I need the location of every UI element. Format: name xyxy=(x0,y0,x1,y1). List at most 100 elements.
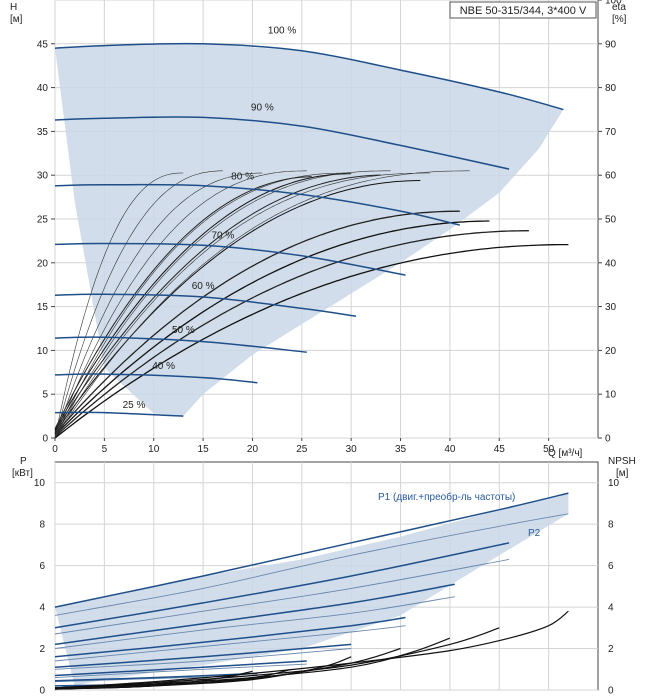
p1-curve xyxy=(54,616,406,658)
p-right-axis-label-line2: [м] xyxy=(616,468,629,479)
x-tick-label: 5 xyxy=(102,444,108,455)
p2-curves xyxy=(54,513,569,683)
h-left-tick-label: 20 xyxy=(37,258,49,269)
h-speed-curves xyxy=(54,42,564,417)
speed-curve xyxy=(54,242,406,276)
p-left-axis-label-line2: [кВт] xyxy=(12,468,33,479)
eta-thin-curve xyxy=(54,170,223,439)
h-right-tick-label: 80 xyxy=(605,83,617,94)
p1-curve xyxy=(54,660,307,677)
eta-thin-curve xyxy=(54,170,470,439)
speed-curve-label: 50 % xyxy=(172,325,195,336)
h-right-tick-label: 10 xyxy=(605,390,617,401)
p1-curve xyxy=(54,672,258,682)
p-right-axis-label-line1: NPSH xyxy=(608,456,636,467)
h-efficiency-curves xyxy=(54,170,569,439)
p-right-tick-label: 8 xyxy=(608,520,614,531)
eta-thin-curve xyxy=(54,172,347,439)
h-left-tick-label: 30 xyxy=(37,171,49,182)
h-right-tick-label: 50 xyxy=(605,215,617,226)
p1-curve xyxy=(54,583,455,646)
h-right-axis-label-line2: [%] xyxy=(612,14,627,25)
h-left-axis-label-line1: H xyxy=(10,2,17,13)
title-box xyxy=(449,1,597,19)
speed-curve-label: 70 % xyxy=(211,230,234,241)
p-right-tick-label: 6 xyxy=(608,561,614,572)
x-tick-label: 30 xyxy=(346,444,358,455)
h-x-axis-label: Q [м³/ч] xyxy=(548,448,583,459)
p2-curve xyxy=(54,675,258,683)
eta-curve xyxy=(54,220,490,436)
eta-curve xyxy=(54,176,312,430)
eta-thin-curve xyxy=(54,172,431,439)
p-left-tick-label: 4 xyxy=(39,603,45,614)
p2-curve xyxy=(54,648,352,670)
eta-curve xyxy=(54,173,352,431)
p2-curve xyxy=(54,596,455,649)
h-left-tick-label: 45 xyxy=(37,39,49,50)
h-left-tick-label: 0 xyxy=(42,434,48,445)
h-left-axis-ticks: 0 5 10 15 20 25 30 35 40 45 xyxy=(37,39,55,445)
eta-thin-curve xyxy=(54,170,307,439)
p-right-axis-ticks: 0 2 4 6 8 10 xyxy=(608,478,620,696)
h-chart-panel: 100 % 90 % 80 % 70 % 60 % 50 % 40 % 25 % 0 5 10 15… xyxy=(10,0,627,459)
p-left-tick-label: 10 xyxy=(34,478,46,489)
h-speed-labels: 100 % 90 % 80 % 70 % 60 % 50 % 40 % 25 % xyxy=(123,25,297,411)
p-left-tick-label: 0 xyxy=(39,686,45,697)
npsh-curve xyxy=(54,647,401,689)
p-operating-envelope xyxy=(55,493,569,686)
speed-curve xyxy=(54,373,258,384)
h-right-tick-label: 0 xyxy=(605,434,611,445)
h-right-tick-label: 100 xyxy=(605,0,622,7)
p1-curve xyxy=(54,542,510,629)
h-right-tick-label: 40 xyxy=(605,258,617,269)
h-right-axis-ticks: 0 10 20 30 40 50 60 70 80 90 100 xyxy=(598,0,622,445)
p1-curves xyxy=(54,492,569,687)
h-left-axis-label-line2: [м] xyxy=(10,14,23,25)
p-right-tick-label: 0 xyxy=(608,686,614,697)
chart-title: NBE 50-315/344, 3*400 V xyxy=(460,5,587,17)
x-tick-label: 20 xyxy=(247,444,259,455)
eta-curve xyxy=(54,230,529,438)
x-tick-label: 10 xyxy=(148,444,160,455)
h-operating-envelope xyxy=(55,43,564,417)
speed-curve-label: 100 % xyxy=(268,25,296,36)
h-right-tick-label: 60 xyxy=(605,171,617,182)
p-left-tick-label: 6 xyxy=(39,561,45,572)
npsh-curve xyxy=(54,610,569,689)
npsh-curves xyxy=(54,610,569,690)
p2-curve xyxy=(54,663,307,679)
x-tick-label: 15 xyxy=(198,444,210,455)
speed-curve-label: 60 % xyxy=(192,281,215,292)
npsh-curve xyxy=(54,627,500,689)
h-right-tick-label: 30 xyxy=(605,302,617,313)
p-right-tick-label: 10 xyxy=(608,478,620,489)
p-left-axis-ticks: 0 2 4 6 8 10 xyxy=(34,478,46,696)
x-tick-label: 0 xyxy=(52,444,58,455)
h-left-tick-label: 5 xyxy=(42,390,48,401)
speed-curve xyxy=(54,42,564,111)
speed-curve-label: 90 % xyxy=(251,102,274,113)
p-left-axis-label-line1: P xyxy=(20,456,27,467)
speed-curve-label: 80 % xyxy=(231,172,254,183)
speed-curve xyxy=(54,183,460,226)
p-right-tick-label: 2 xyxy=(608,644,614,655)
speed-curve xyxy=(54,116,510,170)
speed-curve xyxy=(54,336,307,353)
h-left-tick-label: 15 xyxy=(37,302,49,313)
h-right-tick-label: 90 xyxy=(605,39,617,50)
p1-label: P1 (двиг.+преобр-ль частоты) xyxy=(378,491,515,503)
h-left-tick-label: 10 xyxy=(37,346,49,357)
eta-curve xyxy=(54,174,381,432)
speed-curve xyxy=(54,411,184,417)
p-left-tick-label: 2 xyxy=(39,644,45,655)
p2-curve xyxy=(54,513,569,616)
npsh-curve xyxy=(54,681,174,690)
eta-thin-curve xyxy=(54,172,263,439)
x-tick-label: 45 xyxy=(494,444,506,455)
eta-curve xyxy=(54,180,421,433)
eta-thin-curve xyxy=(54,170,391,439)
h-right-tick-label: 70 xyxy=(605,127,617,138)
eta-thin-curve xyxy=(54,172,184,439)
